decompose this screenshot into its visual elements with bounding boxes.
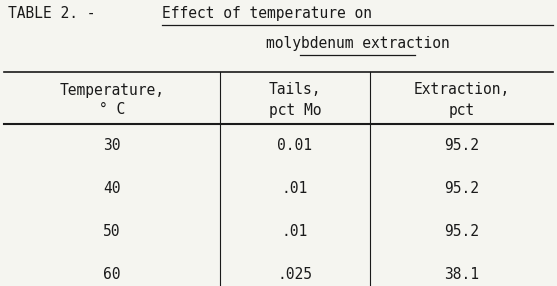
Text: .025: .025 (277, 267, 312, 282)
Text: Effect of temperature on: Effect of temperature on (162, 6, 372, 21)
Text: pct: pct (448, 102, 475, 118)
Text: 50: 50 (103, 224, 121, 239)
Text: Extraction,: Extraction, (413, 82, 510, 98)
Text: 95.2: 95.2 (444, 181, 479, 196)
Text: 30: 30 (103, 138, 121, 153)
Text: TABLE 2. -: TABLE 2. - (8, 6, 104, 21)
Text: Temperature,: Temperature, (60, 82, 164, 98)
Text: ° C: ° C (99, 102, 125, 118)
Text: 95.2: 95.2 (444, 138, 479, 153)
Text: .01: .01 (282, 224, 308, 239)
Text: .01: .01 (282, 181, 308, 196)
Text: pct Mo: pct Mo (268, 102, 321, 118)
Text: Tails,: Tails, (268, 82, 321, 98)
Text: molybdenum extraction: molybdenum extraction (266, 36, 449, 51)
Text: 95.2: 95.2 (444, 224, 479, 239)
Text: 38.1: 38.1 (444, 267, 479, 282)
Text: 0.01: 0.01 (277, 138, 312, 153)
Text: 40: 40 (103, 181, 121, 196)
Text: 60: 60 (103, 267, 121, 282)
